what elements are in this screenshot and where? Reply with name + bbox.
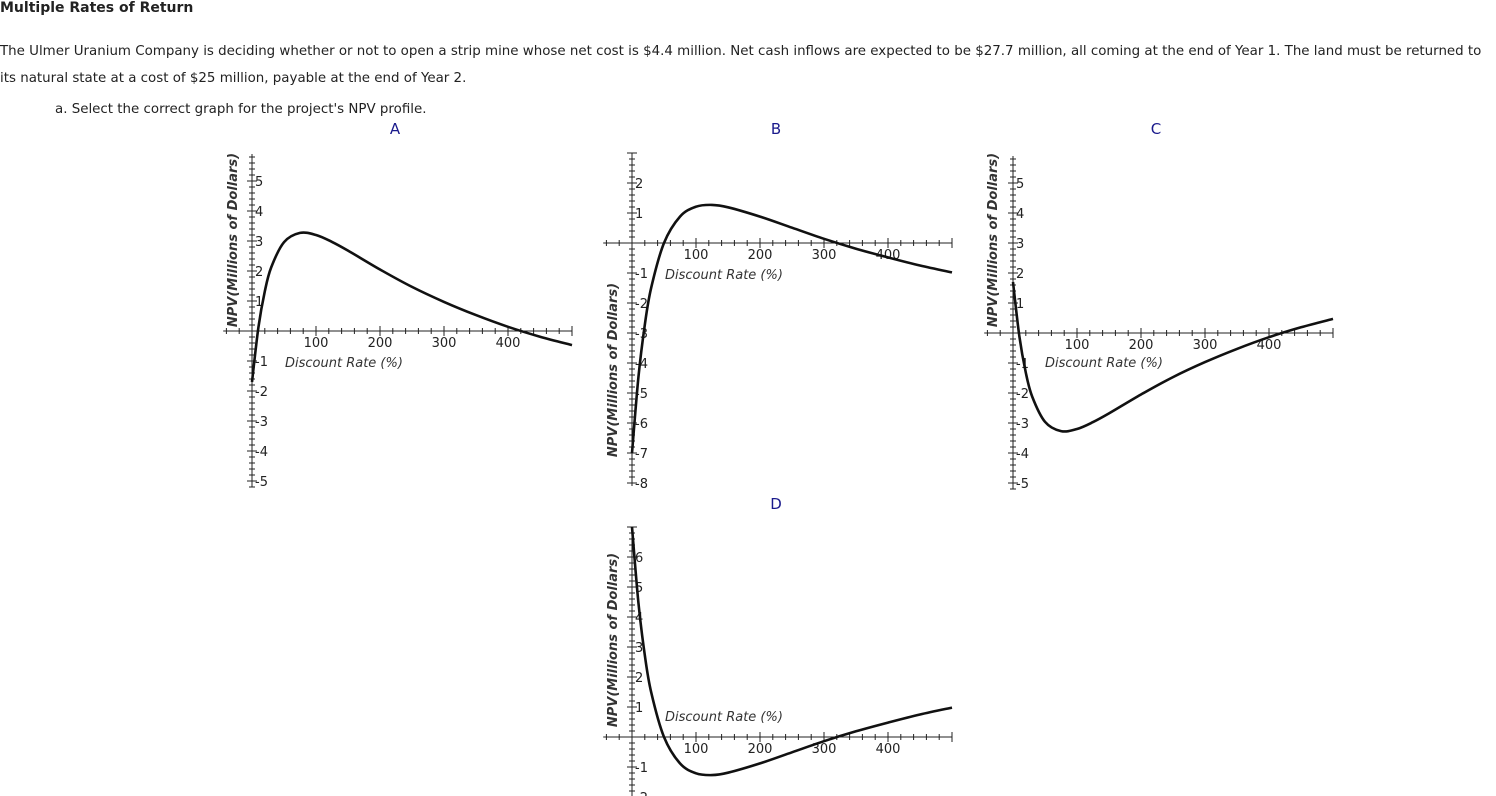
- y-axis-title: NPV(Millions of Dollars): [226, 153, 241, 327]
- y-tick-label: 5: [1016, 177, 1024, 192]
- x-axis-title: Discount Rate (%): [285, 356, 403, 371]
- y-tick-label: 5: [635, 581, 643, 596]
- npv-curve: [630, 526, 953, 777]
- question-a: a. Select the correct graph for the proj…: [55, 102, 427, 117]
- y-tick-label: 4: [255, 205, 263, 220]
- y-tick-label: 1: [635, 701, 643, 716]
- y-tick-label: -2: [255, 385, 268, 400]
- y-axis-title: NPV(Millions of Dollars): [986, 153, 1001, 327]
- y-tick-label: -2: [1016, 387, 1029, 402]
- y-tick-label: 3: [1016, 237, 1024, 252]
- y-tick-label: 1: [1016, 297, 1024, 312]
- npv-curve: [1011, 281, 1334, 433]
- x-tick-label: 200: [1129, 338, 1154, 353]
- x-tick-label: 200: [748, 742, 773, 757]
- y-tick-label: -4: [255, 445, 268, 460]
- y-tick-label: -1: [635, 761, 648, 776]
- y-tick-label: -1: [635, 267, 648, 282]
- graph-d-label[interactable]: D: [770, 495, 782, 513]
- y-tick-label: 3: [255, 235, 263, 250]
- graph-a-label[interactable]: A: [389, 120, 401, 138]
- x-tick-label: 400: [1257, 338, 1282, 353]
- x-tick-label: 100: [304, 336, 329, 351]
- y-tick-label: 2: [635, 671, 643, 686]
- y-axis-title: NPV(Millions of Dollars): [606, 553, 621, 727]
- npv-curve: [250, 231, 573, 383]
- problem-text: The Ulmer Uranium Company is deciding wh…: [0, 44, 1482, 86]
- y-tick-label: -2: [635, 297, 648, 312]
- x-tick-label: 100: [1065, 338, 1090, 353]
- y-tick-label: -5: [1016, 477, 1029, 492]
- x-tick-label: 100: [684, 742, 709, 757]
- page-title: Multiple Rates of Return: [0, 0, 194, 16]
- x-tick-label: 200: [368, 336, 393, 351]
- x-tick-label: 200: [748, 248, 773, 263]
- graph-c-label[interactable]: C: [1150, 120, 1162, 138]
- y-tick-label: -6: [635, 417, 648, 432]
- y-tick-label: -2: [635, 791, 648, 796]
- y-tick-label: 1: [255, 295, 263, 310]
- y-tick-label: -8: [635, 477, 648, 492]
- x-axis-title: Discount Rate (%): [1045, 356, 1163, 371]
- y-tick-label: -4: [1016, 447, 1029, 462]
- x-tick-label: 400: [876, 742, 901, 757]
- y-tick-label: -5: [255, 475, 268, 490]
- y-tick-label: -7: [635, 447, 648, 462]
- y-tick-label: 2: [1016, 267, 1024, 282]
- x-tick-label: 300: [1193, 338, 1218, 353]
- x-axis-title: Discount Rate (%): [665, 710, 783, 725]
- y-tick-label: 1: [635, 207, 643, 222]
- x-tick-label: 100: [684, 248, 709, 263]
- npv-curve: [630, 203, 953, 454]
- graph-b-label[interactable]: B: [770, 120, 782, 138]
- graph-a: 100 200 300 400 5 4 3 2 1 -1 -2 -3 -4 -5 Discount Rate…: [223, 153, 573, 490]
- x-tick-label: 300: [812, 248, 837, 263]
- y-tick-label: 2: [635, 177, 643, 192]
- y-tick-label: -3: [1016, 417, 1029, 432]
- x-tick-label: 300: [432, 336, 457, 351]
- y-tick-label: -1: [255, 355, 268, 370]
- y-tick-label: 5: [255, 175, 263, 190]
- x-tick-label: 300: [812, 742, 837, 757]
- y-tick-label: -3: [255, 415, 268, 430]
- y-axis-title: NPV(Millions of Dollars): [606, 283, 621, 457]
- x-axis-title: Discount Rate (%): [665, 268, 783, 283]
- y-tick-label: 4: [1016, 207, 1024, 222]
- x-tick-label: 400: [496, 336, 521, 351]
- y-tick-label: 6: [635, 551, 643, 566]
- y-tick-label: 2: [255, 265, 263, 280]
- y-tick-label: 3: [635, 641, 643, 656]
